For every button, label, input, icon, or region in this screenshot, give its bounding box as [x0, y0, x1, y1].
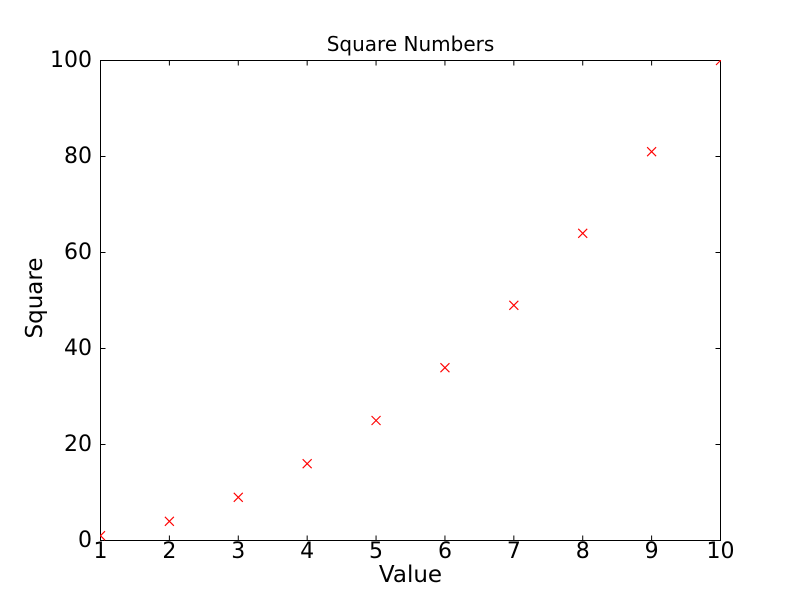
y-tick-label: 20 — [64, 431, 92, 457]
y-tick-label: 40 — [64, 335, 92, 361]
x-tick-label: 8 — [575, 539, 590, 564]
x-tick-label: 10 — [706, 539, 735, 564]
x-tick-label: 1 — [93, 539, 108, 564]
y-tick-label: 80 — [64, 143, 92, 169]
y-axis-label: Square — [22, 257, 48, 339]
plot-area — [100, 60, 721, 541]
data-point-marker — [577, 228, 588, 239]
data-point-marker — [646, 146, 657, 157]
x-tick-label: 7 — [506, 539, 521, 564]
data-point-marker — [715, 60, 721, 66]
x-tick-label: 5 — [369, 539, 384, 564]
data-point-marker — [440, 362, 450, 373]
data-point-marker — [302, 458, 313, 469]
y-tick-label: 0 — [78, 527, 92, 553]
data-point-marker — [508, 300, 519, 311]
y-tick-label: 100 — [50, 47, 92, 73]
axes-frame — [100, 60, 721, 541]
x-tick-label: 2 — [162, 539, 177, 564]
data-point-marker — [233, 492, 244, 503]
x-tick-label: 4 — [300, 539, 315, 564]
chart-title: Square Numbers — [326, 32, 495, 56]
x-tick-label: 3 — [231, 539, 246, 564]
x-tick-label: 6 — [437, 539, 452, 564]
x-axis-label: Value — [378, 562, 443, 588]
data-point-marker — [371, 415, 381, 426]
data-point-marker — [164, 516, 175, 527]
x-tick-label: 9 — [644, 539, 659, 564]
data-point-marker — [100, 530, 106, 541]
y-tick-label: 60 — [64, 239, 92, 265]
